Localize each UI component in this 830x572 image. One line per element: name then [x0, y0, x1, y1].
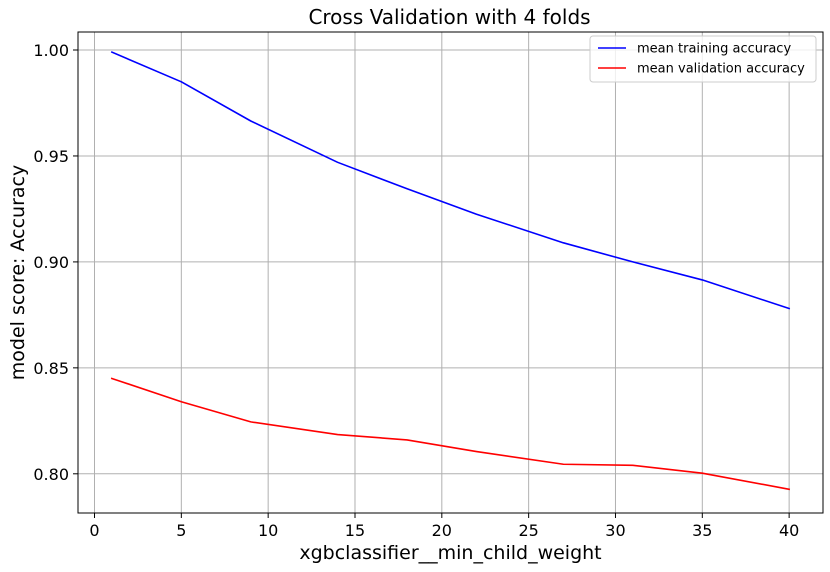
- y-axis-label: model score: Accuracy: [7, 165, 29, 380]
- y-tick-label: 0.95: [33, 147, 69, 166]
- x-tick-label: 40: [779, 521, 799, 540]
- legend: mean training accuracy mean validation ac…: [589, 35, 817, 83]
- chart-title: Cross Validation with 4 folds: [308, 5, 590, 29]
- y-tick-label: 0.85: [33, 359, 69, 378]
- legend-label: mean validation accuracy: [637, 62, 805, 77]
- legend-label: mean training accuracy: [637, 42, 791, 57]
- x-tick-label: 25: [518, 521, 538, 540]
- training-accuracy-line: [110, 51, 791, 310]
- series-lines: [110, 51, 791, 491]
- x-axis-label: xgbclassifier__min_child_weight: [299, 542, 601, 564]
- x-tick-label: 30: [605, 521, 625, 540]
- y-tick-label: 0.90: [33, 253, 69, 272]
- plot-frame: [77, 31, 824, 514]
- y-axis-ticks: 0.80 0.85 0.90 0.95 1.00: [33, 41, 78, 484]
- validation-accuracy-line: [110, 377, 791, 491]
- x-tick-label: 10: [258, 521, 278, 540]
- x-tick-label: 35: [692, 521, 712, 540]
- legend-box: [589, 35, 817, 83]
- x-tick-label: 5: [176, 521, 186, 540]
- y-tick-label: 1.00: [33, 41, 69, 60]
- x-tick-label: 15: [345, 521, 365, 540]
- x-tick-label: 0: [89, 521, 99, 540]
- legend-entries: mean training accuracy mean validation ac…: [598, 42, 805, 77]
- x-tick-label: 20: [432, 521, 452, 540]
- y-tick-label: 0.80: [33, 465, 69, 484]
- x-axis-ticks: 0 5 10 15 20 25 30 35 40: [89, 513, 799, 540]
